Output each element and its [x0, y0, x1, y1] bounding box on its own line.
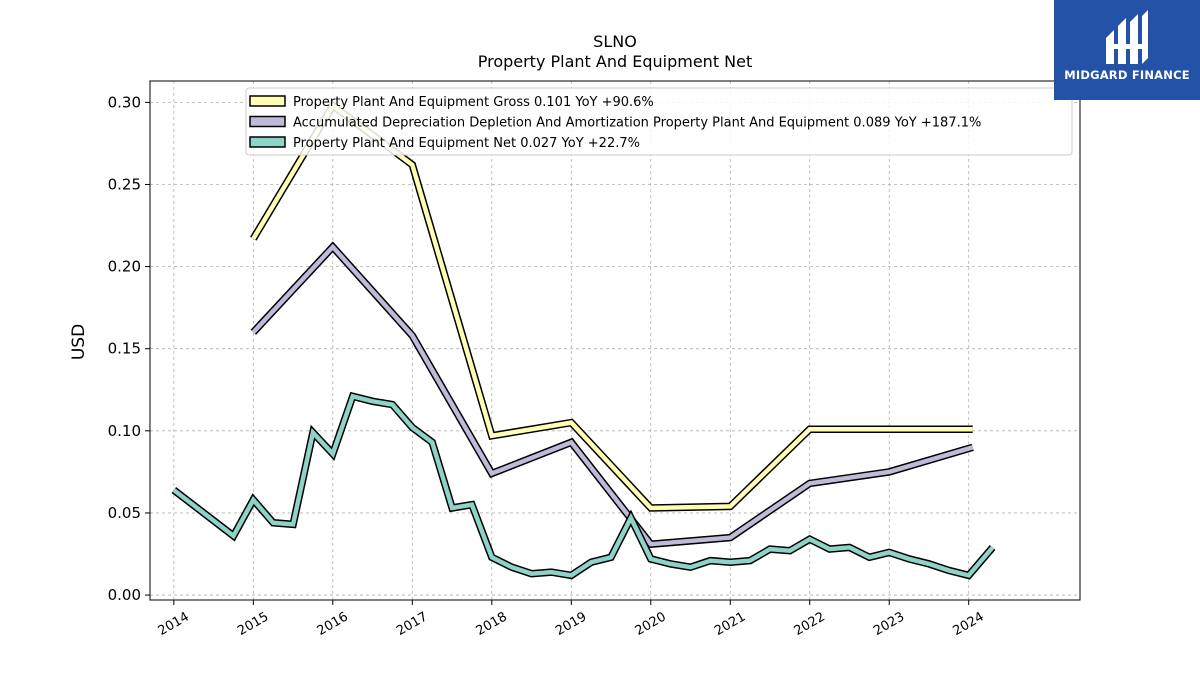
- y-axis-label: USD: [69, 324, 89, 360]
- x-tick-label: 2014: [156, 609, 192, 639]
- plot-frame: [149, 80, 1081, 601]
- chart-subtitle: Property Plant And Equipment Net: [478, 52, 753, 71]
- series-line: [172, 393, 995, 578]
- y-tick-label: 0.20: [108, 258, 141, 276]
- x-tick-label: 2022: [792, 609, 828, 639]
- x-tick-label: 2023: [871, 609, 907, 639]
- x-tick-label: 2018: [474, 609, 510, 639]
- legend-entry: Property Plant And Equipment Net 0.027 Y…: [293, 136, 640, 151]
- y-tick-label: 0.00: [108, 586, 141, 604]
- legend: Property Plant And Equipment Gross 0.101…: [245, 87, 1073, 156]
- series-line-outline: [250, 100, 973, 512]
- y-tick-label: 0.30: [108, 93, 141, 111]
- chart-title: SLNO: [593, 32, 637, 51]
- axes: 0.00 0.05 0.10 0.15 0.20 0.25 0.30 2014 2015 2016…: [108, 93, 987, 639]
- x-tick-label: 2016: [315, 609, 351, 639]
- x-tick-label: 2020: [633, 609, 669, 639]
- y-tick-label: 0.05: [108, 504, 141, 522]
- x-tick-label: 2024: [951, 609, 987, 639]
- series-line: [251, 102, 973, 511]
- y-tick-label: 0.25: [108, 175, 141, 193]
- legend-box: [245, 87, 1073, 156]
- series-line-outline: [171, 391, 996, 580]
- legend-entry: Accumulated Depreciation Depletion And A…: [293, 116, 981, 131]
- x-tick-label: 2019: [553, 609, 589, 639]
- brand-logo: MIDGARD FINANCE: [1054, 0, 1200, 100]
- y-tick-label: 0.10: [108, 422, 141, 440]
- x-tick-label: 2017: [394, 609, 430, 639]
- legend-swatch: [249, 115, 286, 128]
- x-tick-label: 2015: [235, 609, 271, 639]
- brand-mark-icon: [1106, 10, 1148, 64]
- legend-entry: Property Plant And Equipment Gross 0.101…: [293, 95, 654, 110]
- legend-swatch: [249, 95, 286, 107]
- legend-swatch: [249, 136, 286, 148]
- series-line: [251, 243, 974, 547]
- brand-name: MIDGARD FINANCE: [1064, 68, 1190, 82]
- series-layer: [171, 100, 996, 580]
- y-tick-label: 0.15: [108, 340, 141, 358]
- x-tick-label: 2021: [712, 609, 748, 639]
